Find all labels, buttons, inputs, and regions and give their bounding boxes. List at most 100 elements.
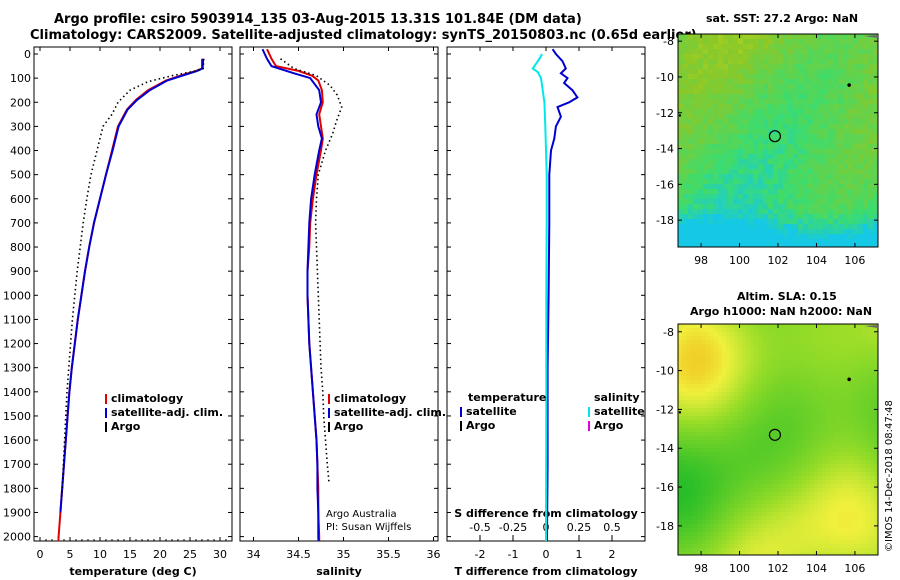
legend-label: climatology	[111, 392, 183, 405]
difference-xlabel: T difference from climatology	[454, 565, 637, 578]
coastline	[864, 35, 878, 38]
lat-tick-label: -18	[656, 214, 674, 227]
island-marker	[678, 114, 682, 117]
x-tick-label: 34.5	[286, 548, 311, 561]
x-tick-label: 0	[543, 548, 550, 561]
temperature-xlabel: temperature (deg C)	[69, 565, 196, 578]
lon-tick-label: 106	[844, 562, 865, 575]
sla-map-field	[678, 324, 878, 555]
s-tick-label: -0.5	[469, 521, 490, 534]
lat-tick-label: -18	[656, 520, 674, 533]
lon-tick-label: 102	[768, 254, 789, 267]
series-argo	[60, 58, 205, 499]
annotation-line1: Argo Australia	[326, 509, 397, 520]
x-tick-label: -1	[508, 548, 519, 561]
x-tick-label: 5	[67, 548, 74, 561]
lat-tick-label: -10	[656, 71, 674, 84]
series-climatology	[266, 48, 324, 541]
y-tick-label: 2000	[3, 531, 31, 544]
series-argo	[280, 58, 343, 484]
island-marker	[847, 83, 851, 87]
x-tick-label: 30	[213, 548, 227, 561]
lat-tick-label: -12	[656, 107, 674, 120]
salinity-xlabel: salinity	[316, 565, 362, 578]
lon-tick-label: 100	[729, 562, 750, 575]
legend-label: climatology	[334, 392, 406, 405]
y-tick-label: 1700	[3, 458, 31, 471]
y-tick-label: 1900	[3, 506, 31, 519]
lat-tick-label: -16	[656, 481, 674, 494]
coastline	[864, 325, 878, 328]
legend-label: satellite	[594, 405, 645, 418]
x-tick-label: 35	[337, 548, 351, 561]
legend-label: Argo	[111, 420, 141, 433]
legend-label: Argo	[466, 419, 496, 432]
imos-timestamp: ©IMOS 14-Dec-2018 08:47:48	[884, 400, 895, 552]
legend-label: satellite-adj. clim.	[111, 406, 223, 419]
x-tick-label: 20	[153, 548, 167, 561]
salinity-frame	[239, 46, 439, 542]
x-tick-label: 1	[576, 548, 583, 561]
series-temperature-satellite	[546, 48, 579, 541]
sst-map-field	[678, 34, 878, 247]
y-tick-label: 200	[10, 96, 31, 109]
y-tick-label: 1600	[3, 434, 31, 447]
sla-map-subtitle: Argo h1000: NaN h2000: NaN	[690, 305, 873, 318]
lat-tick-label: -14	[656, 442, 674, 455]
y-tick-label: 700	[10, 217, 31, 230]
sla-map: 98 100 102 104 106 -8 -10 -12 -14 -16 -18	[656, 323, 879, 575]
lat-tick-label: -12	[656, 403, 674, 416]
s-tick-label: 0.25	[567, 521, 592, 534]
x-tick-label: 25	[183, 548, 197, 561]
y-tick-label: 1000	[3, 289, 31, 302]
lon-tick-label: 104	[806, 254, 827, 267]
lon-tick-label: 106	[844, 254, 865, 267]
temperature-series	[57, 58, 205, 541]
y-tick-label: 1300	[3, 362, 31, 375]
y-tick-label: 400	[10, 145, 31, 158]
temperature-frame	[33, 46, 233, 542]
x-tick-label: -2	[475, 548, 486, 561]
y-tick-label: 1500	[3, 410, 31, 423]
y-tick-label: 300	[10, 120, 31, 133]
island-marker	[678, 411, 682, 414]
legend-label: satellite-adj. clim.	[334, 406, 446, 419]
s-tick-label: -0.25	[499, 521, 527, 534]
y-tick-label: 500	[10, 169, 31, 182]
legend-label: Argo	[334, 420, 364, 433]
y-tick-label: 900	[10, 265, 31, 278]
temperature-panel: 0100200300400500600700800900100011001200…	[3, 46, 233, 578]
x-tick-label: 15	[123, 548, 137, 561]
lat-tick-label: -14	[656, 143, 674, 156]
x-tick-label: 0	[37, 548, 44, 561]
y-tick-label: 1100	[3, 313, 31, 326]
lon-tick-label: 102	[768, 562, 789, 575]
figure-title-line1: Argo profile: csiro 5903914_135 03-Aug-2…	[54, 12, 582, 27]
island-marker	[847, 377, 851, 382]
y-tick-label: 1400	[3, 386, 31, 399]
lat-tick-label: -16	[656, 178, 674, 191]
x-tick-label: 2	[609, 548, 616, 561]
sla-map-title: Altim. SLA: 0.15	[737, 290, 837, 303]
diff-legend-left-title: temperature	[468, 391, 546, 404]
lon-tick-label: 98	[694, 254, 708, 267]
legend-label: satellite	[466, 405, 517, 418]
series-salinity-satellite	[531, 53, 548, 541]
figure-title-line2: Climatology: CARS2009. Satellite-adjuste…	[30, 28, 697, 43]
legend-label: Argo	[594, 419, 624, 432]
y-tick-label: 1200	[3, 338, 31, 351]
x-tick-label: 36	[427, 548, 441, 561]
y-tick-label: 100	[10, 72, 31, 85]
lon-tick-label: 98	[694, 562, 708, 575]
salinity-annotation: Argo Australia PI: Susan Wijffels	[326, 509, 411, 533]
argo-location-marker	[768, 130, 782, 143]
annotation-line2: PI: Susan Wijffels	[326, 522, 411, 533]
y-tick-label: 1800	[3, 482, 31, 495]
x-tick-label: 34	[247, 548, 261, 561]
series-satellite-adj-clim-	[261, 48, 323, 541]
